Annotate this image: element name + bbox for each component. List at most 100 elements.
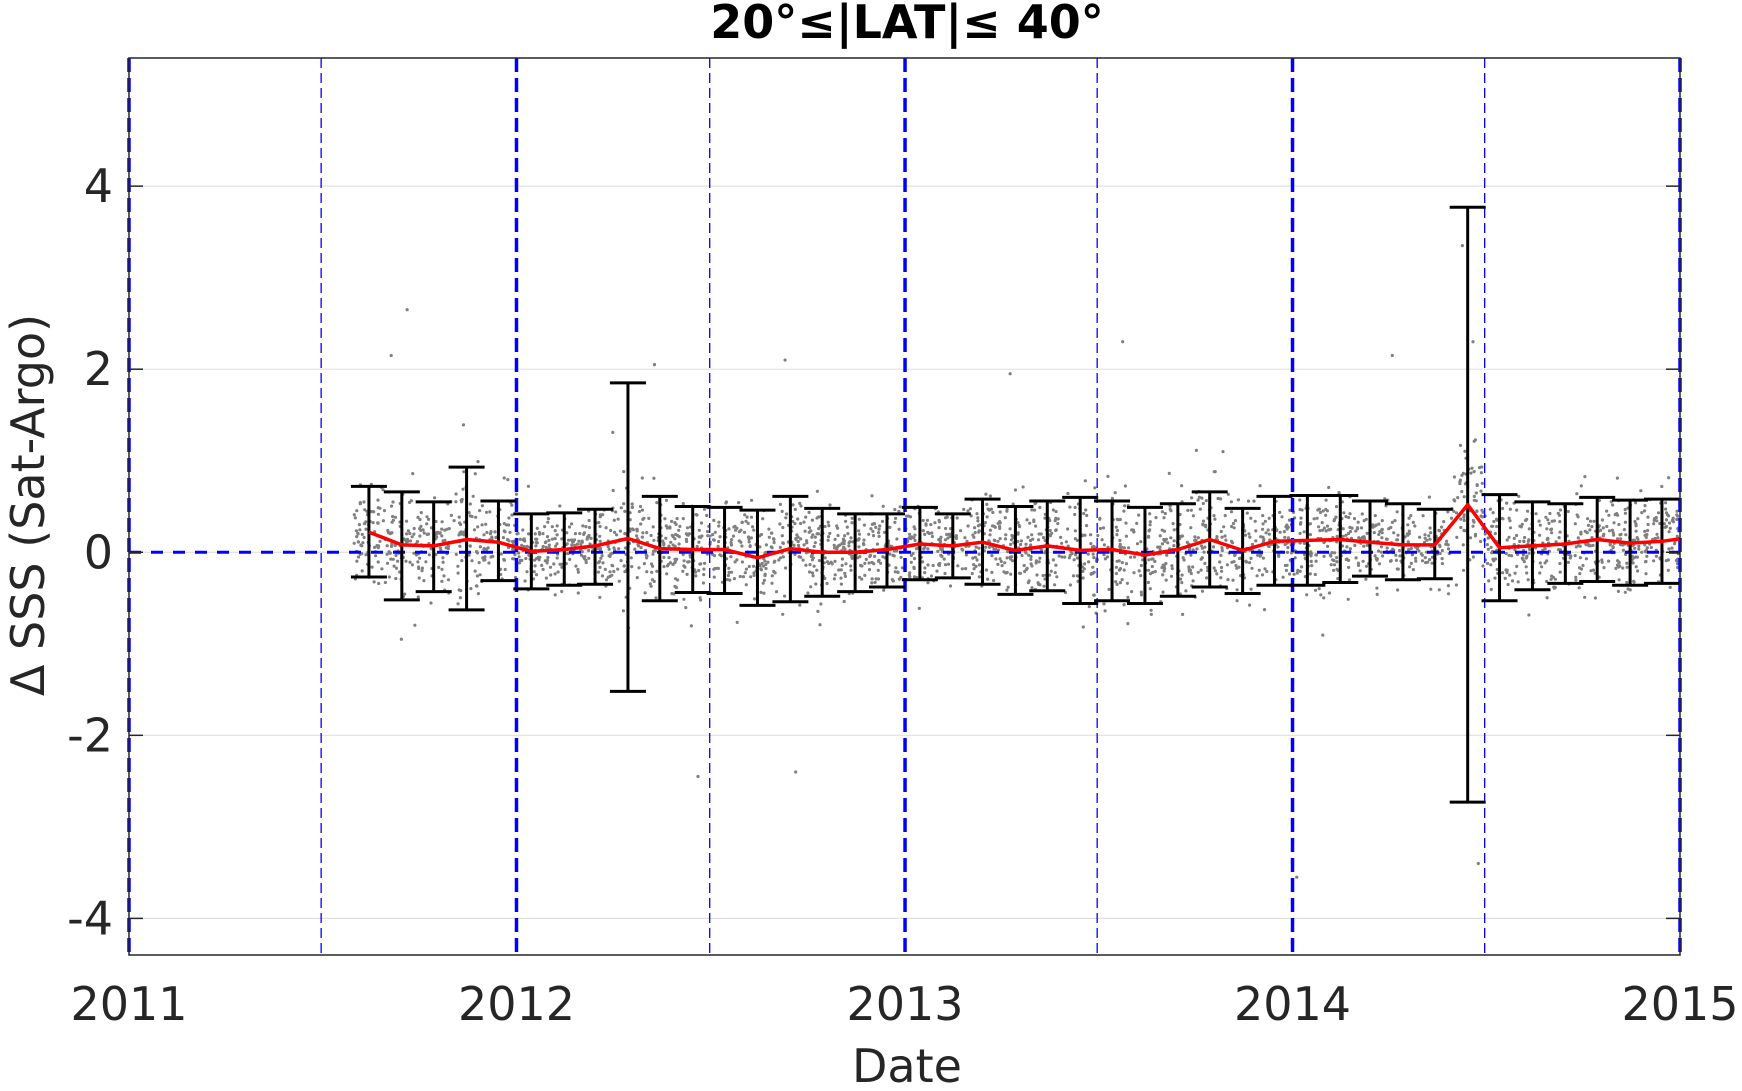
scatter-point <box>1120 545 1124 549</box>
scatter-point <box>1255 574 1259 578</box>
scatter-point <box>1617 561 1621 565</box>
scatter-point <box>1118 567 1123 571</box>
scatter-point <box>864 557 868 562</box>
scatter-point <box>1600 518 1604 522</box>
scatter-point <box>685 539 689 544</box>
scatter-point <box>1189 508 1193 512</box>
scatter-point <box>1589 569 1593 573</box>
scatter-point <box>1592 519 1596 523</box>
scatter-point <box>1191 514 1195 518</box>
scatter-point <box>870 494 874 498</box>
scatter-point <box>1200 556 1204 560</box>
scatter-point <box>682 559 686 563</box>
scatter-point <box>1409 514 1413 518</box>
scatter-point <box>415 540 420 544</box>
scatter-point <box>573 532 578 536</box>
scatter-point <box>783 594 787 598</box>
scatter-point <box>1100 538 1104 542</box>
scatter-point <box>908 515 913 519</box>
scatter-point <box>1229 500 1233 504</box>
scatter-point <box>617 579 621 583</box>
scatter-point <box>1053 571 1057 575</box>
scatter-point <box>917 606 921 611</box>
scatter-point <box>619 506 623 510</box>
scatter-point <box>998 537 1002 541</box>
scatter-point <box>1472 470 1476 474</box>
scatter-point <box>1026 581 1030 585</box>
scatter-point <box>1201 501 1205 506</box>
scatter-point <box>1164 561 1168 566</box>
scatter-point <box>937 526 941 530</box>
scatter-point <box>1634 529 1638 533</box>
scatter-point <box>1458 480 1462 484</box>
scatter-point <box>480 504 484 508</box>
scatter-point <box>971 556 975 560</box>
scatter-point <box>477 561 481 565</box>
scatter-point <box>1481 564 1485 568</box>
scatter-point <box>856 538 860 542</box>
scatter-point <box>763 559 767 563</box>
scatter-point <box>613 530 617 535</box>
scatter-point <box>1518 539 1522 544</box>
scatter-point <box>1322 554 1326 559</box>
scatter-point <box>758 545 762 549</box>
scatter-point <box>1276 545 1280 549</box>
scatter-point <box>1003 516 1007 520</box>
scatter-point <box>923 545 927 550</box>
scatter-point <box>1507 553 1511 558</box>
scatter-point <box>1043 551 1047 555</box>
scatter-point <box>985 515 989 519</box>
scatter-point <box>1267 516 1271 520</box>
scatter-point <box>825 560 830 564</box>
scatter-point <box>1028 538 1033 543</box>
scatter-point <box>936 549 940 554</box>
mean-line <box>368 502 1681 560</box>
scatter-point <box>454 492 458 496</box>
scatter-point <box>1646 515 1650 519</box>
scatter-point <box>441 560 445 564</box>
scatter-point <box>1196 498 1200 502</box>
scatter-point <box>468 502 472 506</box>
scatter-point <box>1607 559 1611 563</box>
scatter-point <box>1358 569 1362 573</box>
scatter-point <box>511 557 515 561</box>
scatter-point <box>702 573 706 577</box>
scatter-point <box>534 544 538 548</box>
scatter-point <box>503 567 507 572</box>
scatter-point <box>1440 548 1444 553</box>
scatter-point <box>1025 518 1029 522</box>
scatter-point <box>1408 565 1412 569</box>
scatter-point <box>1520 522 1524 526</box>
scatter-point <box>975 558 979 562</box>
scatter-point <box>457 533 461 537</box>
scatter-point <box>858 555 862 559</box>
scatter-point <box>499 552 503 556</box>
scatter-point <box>1081 625 1085 629</box>
scatter-point <box>1392 531 1396 535</box>
scatter-point <box>955 516 959 520</box>
scatter-point <box>651 552 655 556</box>
scatter-point <box>977 546 981 550</box>
scatter-point <box>1232 526 1236 530</box>
scatter-point <box>1446 510 1450 514</box>
scatter-point <box>467 553 471 557</box>
scatter-point <box>1066 527 1070 531</box>
scatter-point <box>764 562 768 567</box>
scatter-point <box>1540 565 1544 569</box>
scatter-point <box>966 509 970 513</box>
scatter-point <box>1226 578 1230 582</box>
scatter-point <box>358 528 362 532</box>
scatter-point <box>1212 566 1216 570</box>
scatter-point <box>752 573 756 578</box>
scatter-point <box>810 518 815 522</box>
scatter-point <box>1461 543 1465 547</box>
scatter-point <box>1194 448 1198 452</box>
scatter-point <box>1085 524 1089 528</box>
scatter-point <box>420 566 424 570</box>
scatter-point <box>1438 544 1442 549</box>
scatter-point <box>1042 536 1046 540</box>
scatter-point <box>730 538 734 542</box>
scatter-point <box>1049 569 1053 573</box>
scatter-point <box>513 553 517 557</box>
